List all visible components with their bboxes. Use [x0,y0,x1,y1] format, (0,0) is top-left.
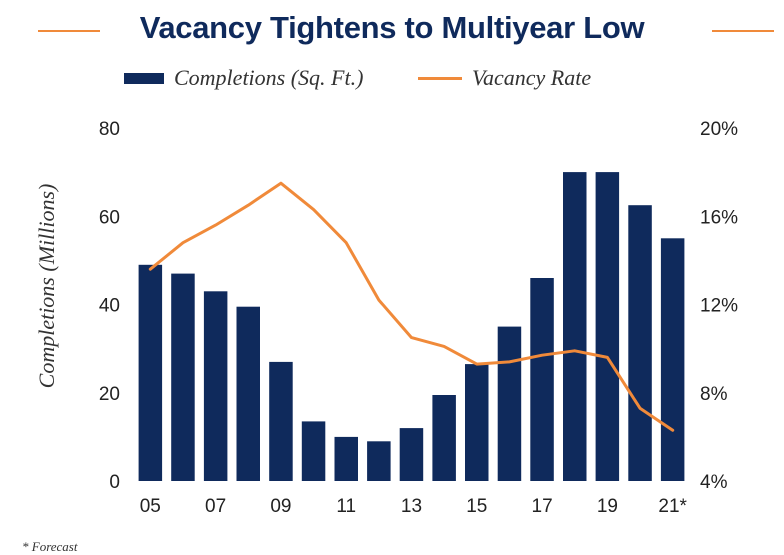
y-tick-label: 80 [99,119,120,140]
x-tick-label: 17 [532,496,553,517]
bar-2011 [335,437,359,481]
vacancy-rate-line [150,183,672,430]
y2-tick-label: 4% [700,472,728,493]
y-tick-label: 60 [99,207,120,228]
y-tick-label: 40 [99,296,120,317]
bar-2020 [628,205,652,481]
x-tick-label: 13 [401,496,422,517]
bar-series [139,172,685,481]
x-tick-label: 15 [466,496,487,517]
x-axis: 05 07 09 11 13 15 17 19 21* [140,496,688,517]
y-tick-label: 20 [99,384,120,405]
bar-2008 [237,307,261,481]
x-tick-label: 11 [336,496,356,517]
y2-tick-label: 16% [700,207,738,228]
x-tick-label: 19 [597,496,618,517]
line-series-group [150,183,672,430]
y-axis-right: 4% 8% 12% 16% 20% [700,119,738,493]
x-tick-label: 05 [140,496,161,517]
bar-2015 [465,364,489,481]
bar-2019 [596,172,620,481]
bar-2021-forecast [661,238,685,481]
x-tick-label: 09 [270,496,291,517]
y2-tick-label: 20% [700,119,738,140]
y-axis-label: Completions (Millions) [34,184,59,389]
bar-2018 [563,172,587,481]
bar-2010 [302,421,326,481]
bar-2012 [367,441,391,481]
y-tick-label: 0 [109,472,120,493]
bar-2017 [530,278,554,481]
x-tick-label: 21* [658,496,687,517]
bar-2014 [432,395,456,481]
bar-2016 [498,327,522,481]
bar-2005 [139,265,163,481]
y2-tick-label: 8% [700,384,728,405]
bar-2013 [400,428,424,481]
bar-2009 [269,362,293,481]
x-tick-label: 07 [205,496,226,517]
footnote: * Forecast [22,539,77,555]
bar-2007 [204,291,228,481]
y-axis-left: 0 20 40 60 80 [99,119,120,493]
y2-tick-label: 12% [700,296,738,317]
bar-2006 [171,274,195,481]
